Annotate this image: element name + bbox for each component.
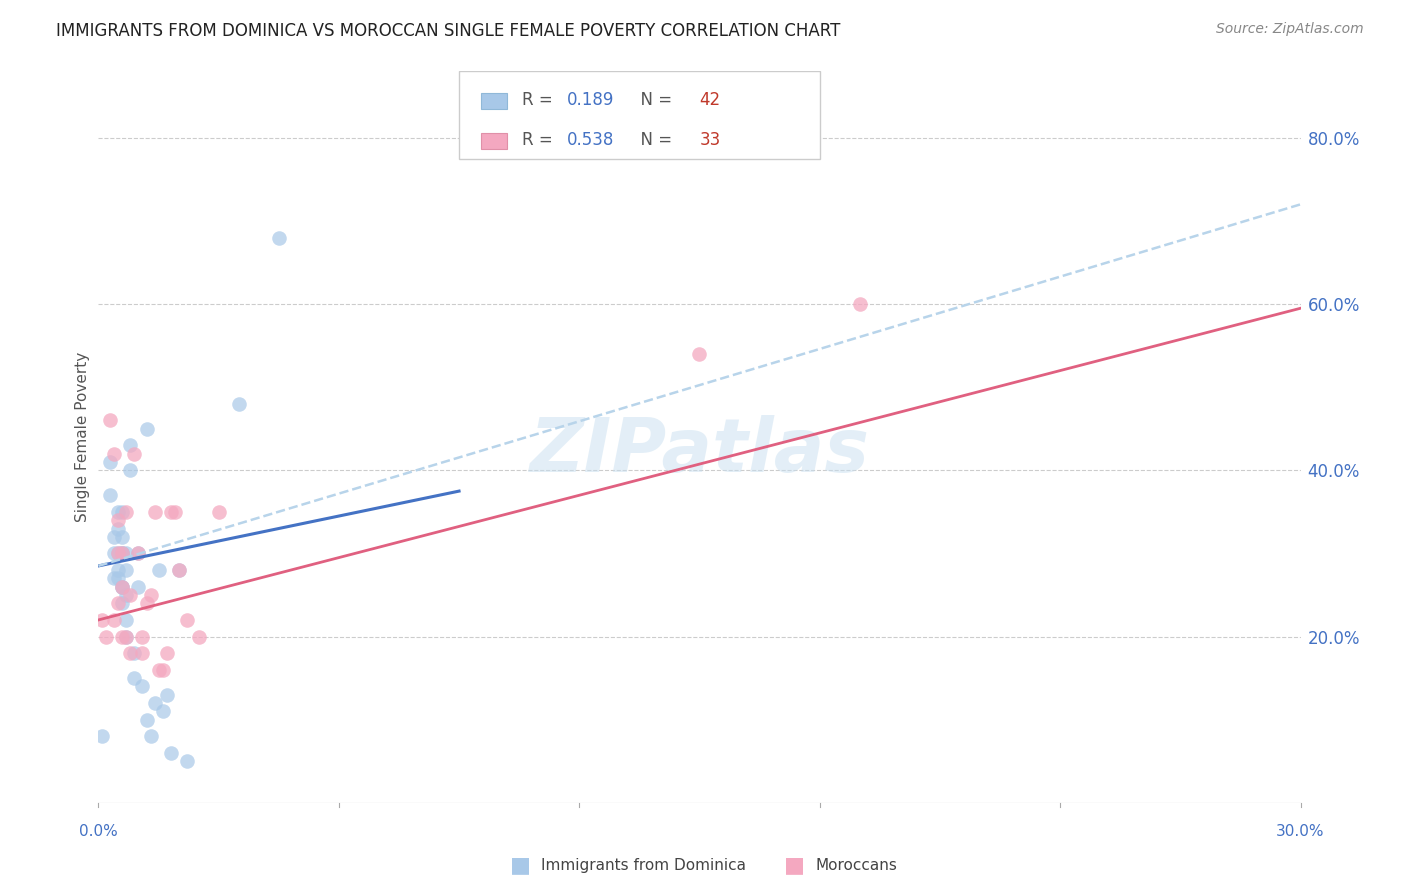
Point [111,630,134,644]
Point [100,488,122,502]
Point [139,588,162,602]
Point [152,705,174,719]
Point [111,580,134,594]
Point [120,646,142,660]
Point [131,646,153,660]
Text: ■: ■ [510,855,530,875]
Text: Moroccans: Moroccans [815,858,897,872]
Point [689,347,711,361]
Point [103,546,125,560]
Point [107,521,129,535]
Point [103,613,125,627]
Point [103,447,125,461]
Point [111,546,134,560]
Point [100,413,122,427]
Point [124,646,146,660]
Point [128,546,150,560]
Point [849,297,872,311]
Point [115,588,138,602]
Point [208,505,231,519]
FancyBboxPatch shape [481,133,508,149]
Point [115,546,138,560]
Point [107,596,129,610]
Point [111,580,134,594]
Point [167,563,190,577]
Point [159,505,181,519]
Point [176,754,198,768]
Point [107,513,129,527]
Text: 0.0%: 0.0% [79,823,118,838]
Text: IMMIGRANTS FROM DOMINICA VS MOROCCAN SINGLE FEMALE POVERTY CORRELATION CHART: IMMIGRANTS FROM DOMINICA VS MOROCCAN SIN… [56,22,841,40]
Point [96,630,118,644]
Text: ■: ■ [785,855,804,875]
Text: N =: N = [630,131,678,149]
Point [111,546,134,560]
Point [111,530,134,544]
Point [131,630,153,644]
Point [103,571,125,585]
Text: ZIPatlas: ZIPatlas [530,415,869,488]
Point [115,505,138,519]
Text: R =: R = [522,91,558,110]
Point [115,630,138,644]
Point [124,447,146,461]
Point [124,671,146,685]
Point [159,746,181,760]
Text: R =: R = [522,131,558,149]
Point [163,505,186,519]
Text: 0.538: 0.538 [567,131,614,149]
Point [167,563,190,577]
Point [131,680,153,694]
Point [135,596,157,610]
Point [128,580,150,594]
Point [111,546,134,560]
Point [176,613,198,627]
Point [107,571,129,585]
Text: 33: 33 [700,131,721,149]
Text: Immigrants from Dominica: Immigrants from Dominica [541,858,747,872]
Point [103,530,125,544]
FancyBboxPatch shape [458,71,820,159]
Text: 0.189: 0.189 [567,91,614,110]
Point [91,729,114,743]
Text: Source: ZipAtlas.com: Source: ZipAtlas.com [1216,22,1364,37]
Point [100,455,122,469]
Point [115,630,138,644]
Point [135,713,157,727]
Point [91,613,114,627]
Point [135,422,157,436]
Point [111,596,134,610]
Point [107,563,129,577]
Text: N =: N = [630,91,678,110]
Point [107,546,129,560]
Point [143,696,166,710]
Point [107,505,129,519]
Point [115,563,138,577]
Point [152,663,174,677]
Point [148,563,170,577]
Point [120,438,142,452]
Point [120,588,142,602]
Point [155,688,177,702]
Point [143,505,166,519]
Y-axis label: Single Female Poverty: Single Female Poverty [75,352,90,522]
Point [155,646,177,660]
Point [148,663,170,677]
FancyBboxPatch shape [481,93,508,109]
Text: 30.0%: 30.0% [1277,823,1324,838]
Point [228,397,250,411]
Point [107,546,129,560]
Point [187,630,209,644]
Point [111,505,134,519]
Point [120,463,142,477]
Point [111,580,134,594]
Point [115,613,138,627]
Point [139,729,162,743]
Text: 42: 42 [700,91,721,110]
Point [267,230,290,244]
Point [128,546,150,560]
